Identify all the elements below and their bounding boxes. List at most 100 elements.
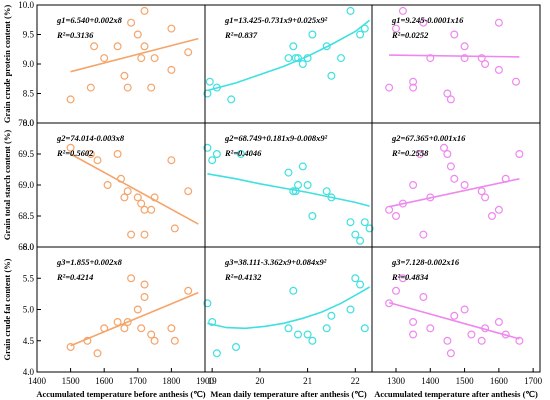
x-tick-label-c3-1: 1400: [421, 376, 440, 386]
data-point-b2-16: [360, 218, 369, 227]
data-point-a2-11: [140, 205, 149, 214]
equation-a2: g2=74.014-0.003x8: [56, 133, 125, 143]
data-point-a3-8: [133, 305, 142, 314]
y-tick-label-a1-4: 10.0: [18, 0, 34, 10]
data-point-c1-16: [511, 77, 520, 86]
x-axis-label-col3: Accumulated temperature after anthesis (…: [374, 389, 538, 399]
data-point-b2-12: [327, 193, 336, 202]
data-point-c3-4: [409, 330, 418, 339]
y-tick-label-a1-1: 8.5: [23, 89, 35, 99]
x-tick-label-c3-2: 1500: [456, 376, 475, 386]
fit-line-a3: [70, 291, 199, 347]
data-point-b1-2: [212, 83, 221, 92]
data-point-b2-14: [351, 230, 360, 239]
data-point-a1-2: [90, 42, 99, 51]
data-point-c2-7: [440, 143, 449, 152]
data-point-a1-4: [113, 42, 122, 51]
data-point-b1-5: [289, 42, 298, 51]
data-point-c2-6: [426, 193, 435, 202]
data-point-c3-3: [409, 318, 418, 327]
r2-a2: R²=0.5602: [56, 148, 94, 158]
data-point-a2-14: [150, 193, 159, 202]
x-tick-label-b3-2: 21: [303, 376, 312, 386]
data-point-a1-9: [137, 54, 146, 63]
equation-c3: g3=7.128-0.002x16: [391, 257, 460, 267]
data-point-c3-2: [398, 274, 407, 283]
data-point-c2-4: [416, 150, 425, 159]
data-point-c2-11: [460, 181, 469, 190]
data-point-c1-10: [460, 42, 469, 51]
data-point-b2-13: [346, 218, 355, 227]
r2-c2: R²=0.2558: [391, 148, 429, 158]
data-point-a3-1: [83, 336, 92, 345]
data-point-a2-0: [66, 143, 75, 152]
r2-c3: R²=0.4834: [391, 272, 428, 282]
data-point-c2-14: [488, 212, 497, 221]
data-point-a1-1: [86, 83, 95, 92]
data-point-c3-15: [501, 330, 510, 339]
data-point-c2-3: [409, 181, 418, 190]
y-axis-label-row3: Grain crude fat content (%): [2, 258, 12, 360]
labels-group: Grain crude protein content (%) Grain tot…: [2, 5, 538, 399]
data-point-a2-17: [184, 187, 193, 196]
data-point-b1-1: [205, 77, 214, 86]
data-point-c3-16: [515, 336, 524, 345]
data-point-a2-1: [86, 150, 95, 159]
data-point-a2-8: [127, 230, 136, 239]
data-point-b3-14: [360, 324, 369, 333]
data-point-b1-3: [227, 95, 236, 104]
x-tick-label-b3-0: 19: [208, 376, 218, 386]
panel-a1: g1=6.540+0.002x8 R²=0.3136: [56, 6, 199, 104]
data-point-a2-9: [133, 193, 142, 202]
data-point-b1-11: [322, 42, 331, 51]
data-point-b2-15: [356, 236, 365, 245]
panel-a2: g2=74.014-0.003x8 R²=0.5602: [56, 133, 199, 239]
data-point-c1-14: [494, 18, 503, 27]
r2-c1: R²=0.0252: [391, 30, 429, 40]
data-point-b3-10: [327, 311, 336, 320]
fit-line-a1: [70, 37, 199, 73]
data-point-b1-7: [294, 54, 303, 63]
x-axis-label-col1: Accumulated temperature before anthesis …: [36, 389, 205, 399]
data-point-b1-14: [346, 6, 355, 15]
data-point-c2-1: [392, 212, 401, 221]
data-point-a3-10: [140, 280, 149, 289]
x-tick-label-c3-3: 1600: [490, 376, 509, 386]
x-tick-label-a3-4: 1800: [162, 376, 181, 386]
data-point-b2-11: [322, 187, 331, 196]
data-point-b3-6: [294, 330, 303, 339]
y-tick-label-a2-3: 69.5: [18, 149, 34, 159]
y-tick-label-a2-0: 68.0: [18, 242, 34, 252]
data-point-a3-6: [123, 318, 132, 327]
panel-c2: g2=67.365+0.001x16 R²=0.2558: [385, 133, 524, 239]
x-tick-label-a3-0: 1400: [28, 376, 47, 386]
data-point-b2-5: [289, 187, 298, 196]
data-point-c2-10: [450, 174, 459, 183]
data-point-b1-4: [284, 54, 293, 63]
data-point-b3-1: [208, 318, 217, 327]
data-point-b1-0: [203, 89, 212, 98]
data-point-b1-12: [327, 71, 336, 80]
x-tick-label-a3-5: 1900: [196, 376, 215, 386]
data-point-a1-10: [140, 6, 149, 15]
data-point-a3-0: [66, 343, 75, 352]
panel-a3: g3=1.855+0.002x8 R²=0.4214: [56, 257, 199, 358]
data-point-a2-6: [120, 193, 129, 202]
equation-b3: g3=38.111-3.362x9+0.084x9²: [224, 257, 327, 267]
data-point-b2-10: [308, 212, 317, 221]
panels-group: g1=6.540+0.002x8 R²=0.3136 g1=13.425-0.731…: [56, 6, 524, 358]
panel-c3: g3=7.128-0.002x16 R²=0.4834: [385, 257, 524, 358]
fit-line-c3: [388, 301, 520, 340]
data-point-a2-12: [140, 230, 149, 239]
data-point-b3-2: [212, 349, 221, 358]
data-point-c2-15: [494, 205, 503, 214]
data-point-a2-5: [116, 174, 125, 183]
data-point-c3-1: [392, 286, 401, 295]
data-point-a1-0: [66, 95, 75, 104]
data-point-c3-10: [460, 305, 469, 314]
data-point-c1-9: [450, 30, 459, 39]
x-axis-label-col2: Mean daily temperature after anthesis (℃…: [210, 389, 366, 399]
data-point-a2-16: [170, 224, 179, 233]
r2-a3: R²=0.4214: [56, 272, 93, 282]
equation-c2: g2=67.365+0.001x16: [391, 133, 466, 143]
